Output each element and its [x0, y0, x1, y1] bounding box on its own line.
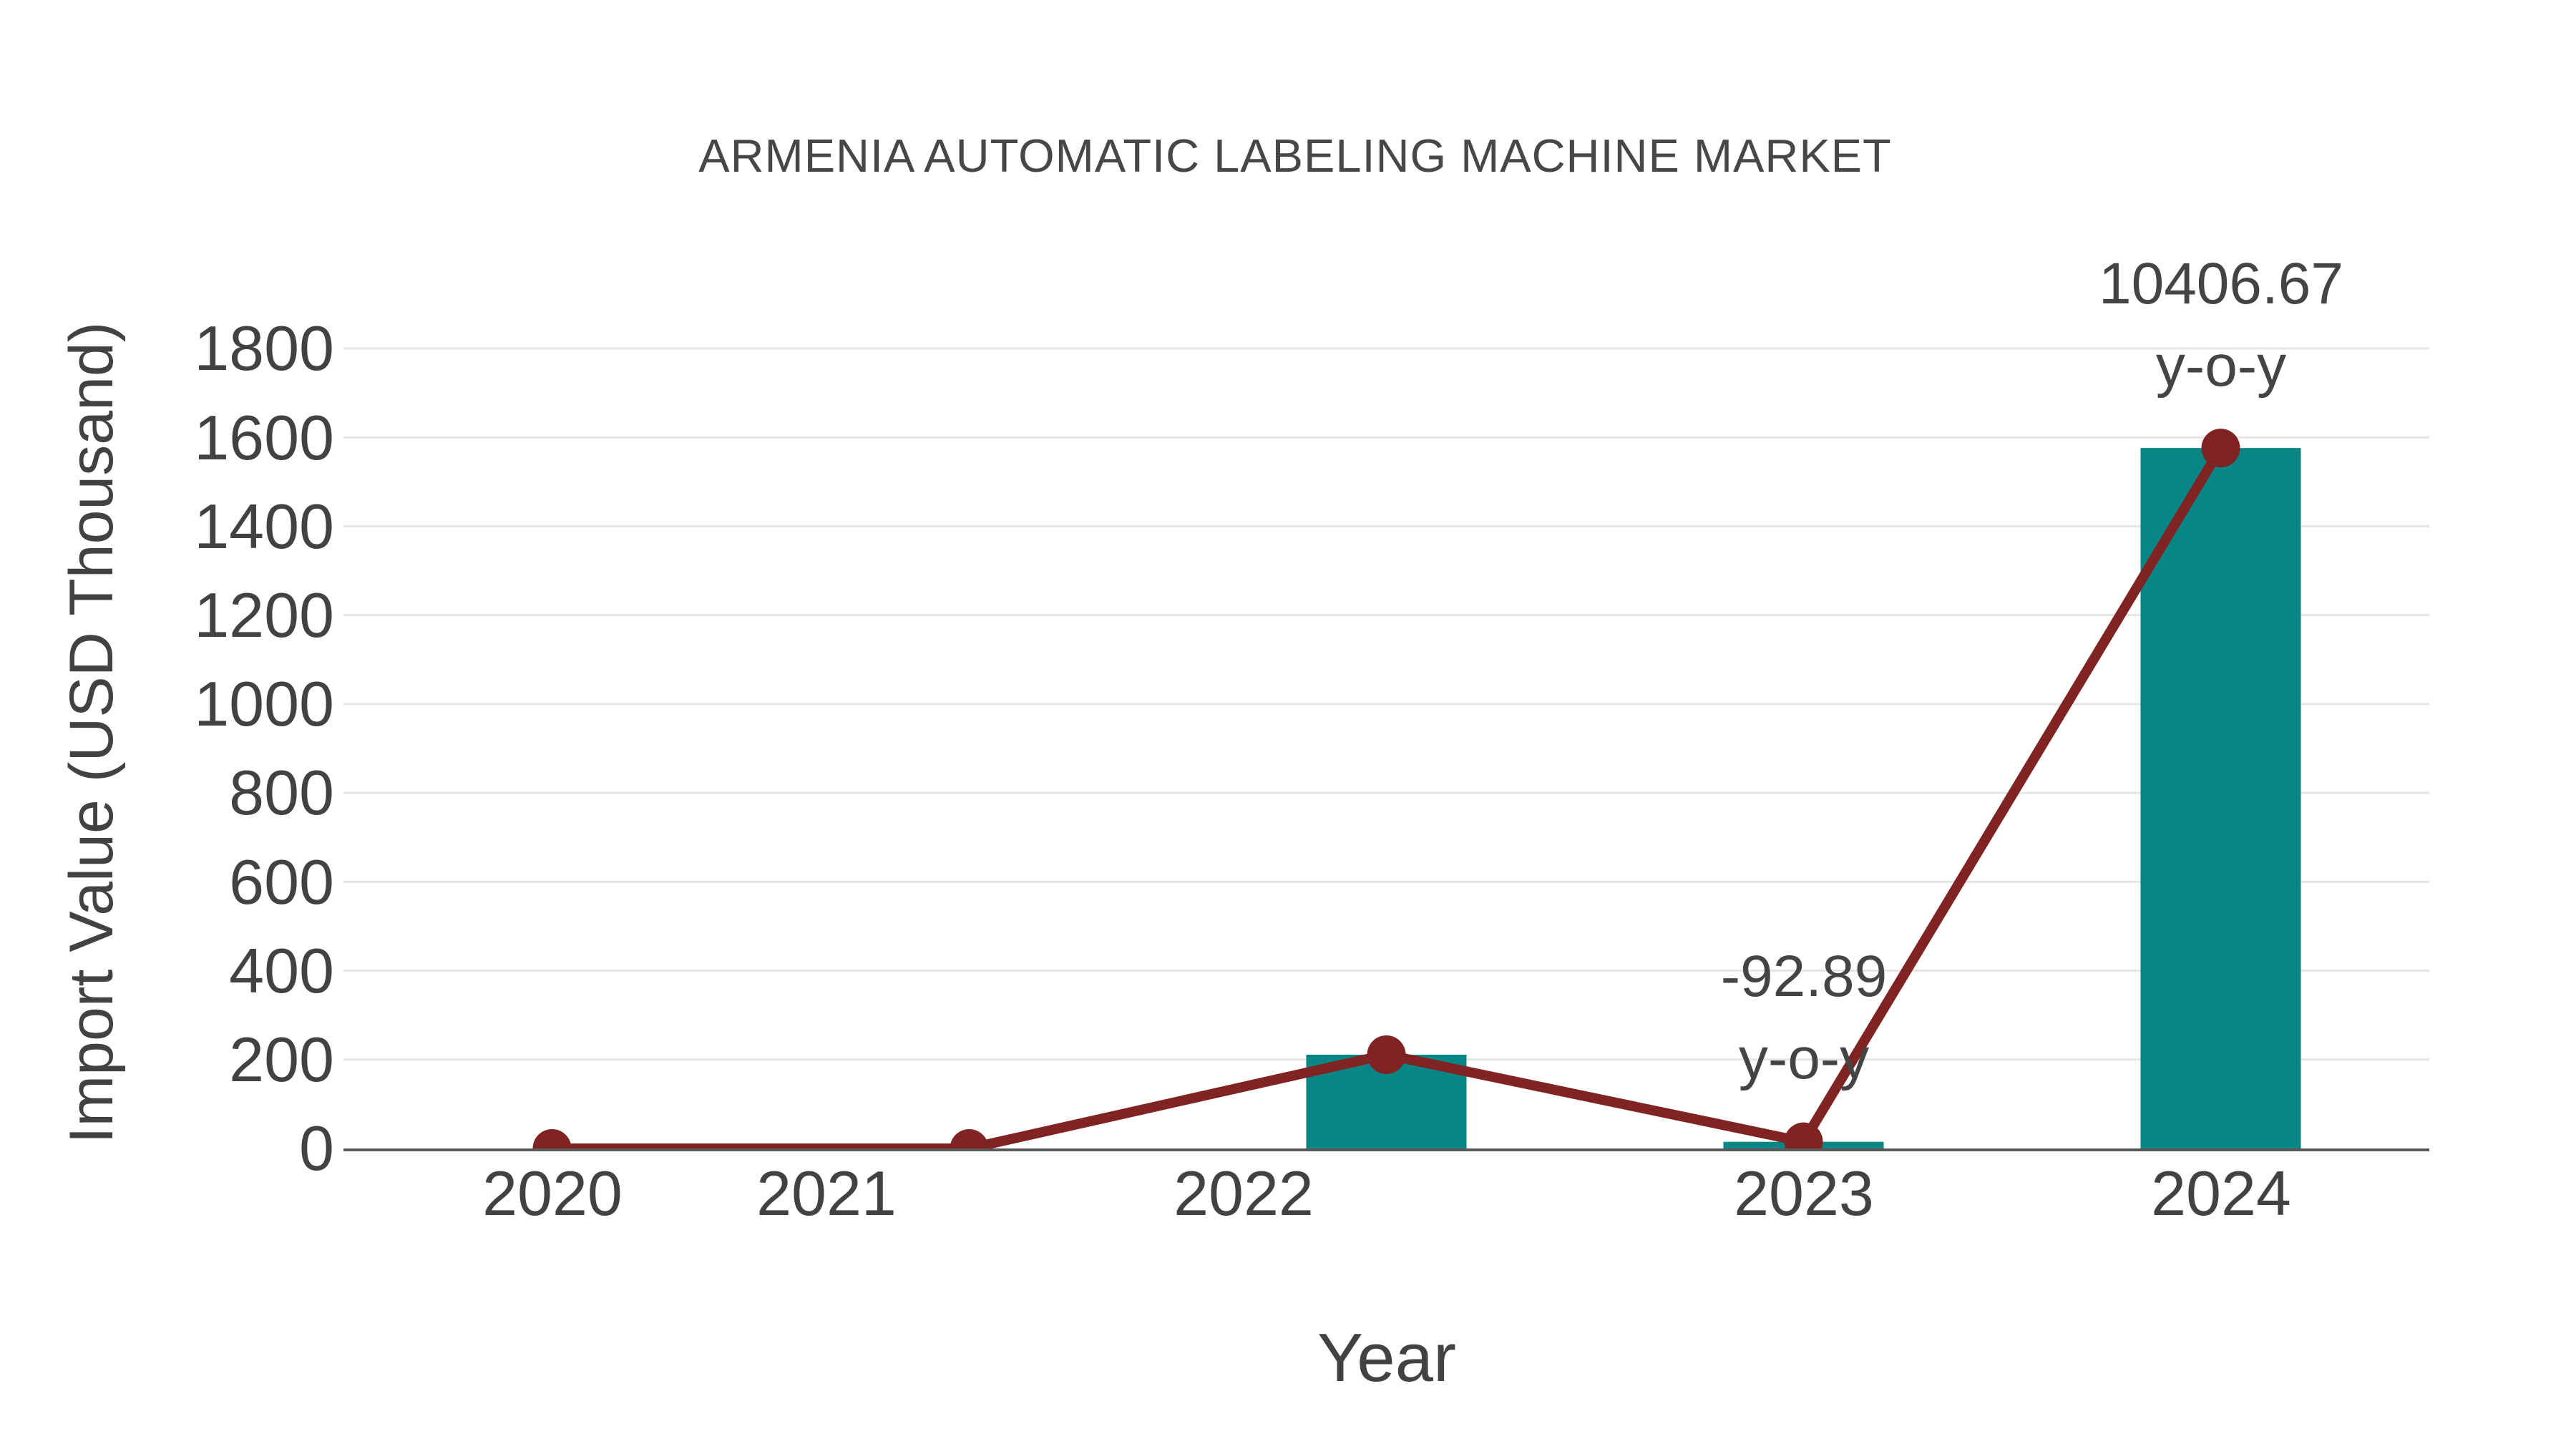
annotation-2024-label: y-o-y	[2155, 333, 2287, 399]
chart-title: ARMENIA AUTOMATIC LABELING MACHINE MARKE…	[698, 130, 1892, 182]
x-tick-2022: 2022	[1174, 1158, 1314, 1229]
y-tick-800: 800	[229, 757, 334, 828]
marker-2021	[950, 1129, 989, 1148]
y-tick-400: 400	[229, 935, 334, 1006]
marker-2023	[1784, 1122, 1823, 1148]
y-tick-600: 600	[229, 847, 334, 917]
annotation-2024-value: 10406.67	[2098, 251, 2343, 316]
x-tick-2020: 2020	[482, 1158, 623, 1229]
annotation-2023: -92.89 y-o-y	[1553, 935, 2054, 1100]
y-tick-0: 0	[299, 1113, 334, 1184]
x-tick-2023: 2023	[1734, 1158, 1874, 1229]
y-tick-1000: 1000	[194, 668, 334, 739]
annotation-2023-label: y-o-y	[1738, 1026, 1870, 1091]
bar-2024	[2140, 448, 2301, 1148]
annotation-2023-value: -92.89	[1720, 944, 1888, 1009]
y-tick-1400: 1400	[194, 491, 334, 562]
y-tick-1600: 1600	[194, 402, 334, 473]
x-tick-2024: 2024	[2151, 1158, 2291, 1229]
y-tick-1200: 1200	[194, 580, 334, 650]
marker-2024	[2201, 429, 2240, 468]
marker-2020	[532, 1129, 572, 1148]
y-tick-200: 200	[229, 1024, 334, 1095]
y-tick-1800: 1800	[194, 313, 334, 384]
x-tick-2021: 2021	[756, 1158, 897, 1229]
x-axis-title: Year	[1317, 1319, 1456, 1396]
marker-2022	[1367, 1035, 1406, 1074]
annotation-2024: 10406.67 y-o-y	[1971, 243, 2472, 407]
